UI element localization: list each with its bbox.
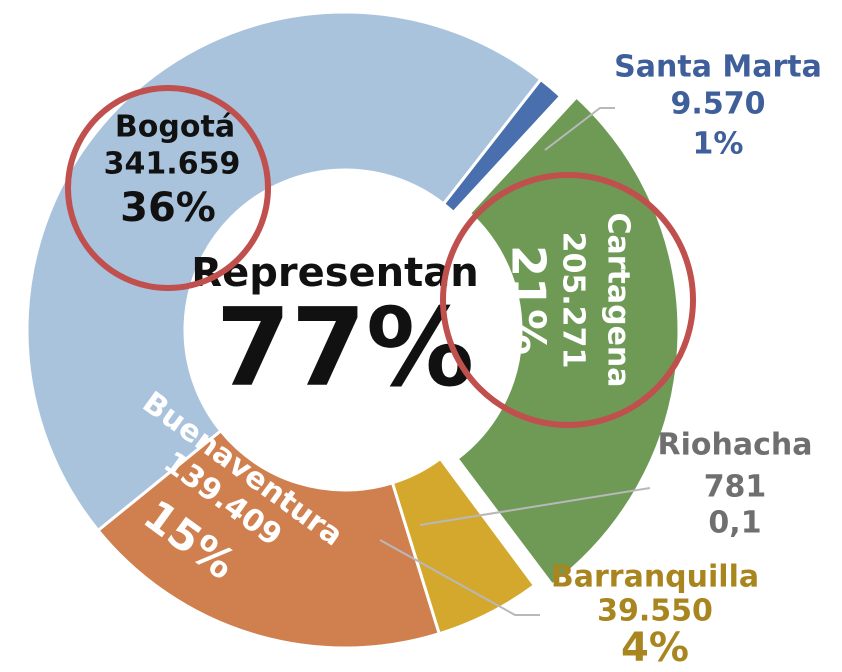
category-label: Barranquilla — [551, 560, 759, 595]
leader-line — [544, 107, 615, 151]
center-value: 77% — [216, 286, 475, 411]
leader-lines — [379, 107, 651, 616]
value-label: 205.271 — [556, 232, 591, 369]
value-label: 781 — [704, 470, 767, 505]
donut-slice — [95, 428, 442, 650]
leader-line — [379, 539, 540, 616]
highlight-circle — [440, 172, 696, 428]
donut-slice — [25, 10, 543, 533]
slices — [25, 10, 681, 650]
category-label: Cartagena — [601, 212, 636, 387]
percent-label: 36% — [120, 185, 216, 231]
percent-label: 4% — [621, 625, 689, 671]
category-label: Riohacha — [658, 428, 813, 463]
percent-label: 0,1 — [708, 506, 761, 541]
value-label: 9.570 — [671, 87, 766, 122]
value-label: 341.659 — [104, 147, 241, 182]
value-label: 39.550 — [597, 594, 713, 629]
leader-line — [419, 487, 651, 526]
category-label: Bogotá — [115, 110, 235, 145]
highlight-circle — [65, 85, 271, 291]
percent-label: 1% — [693, 127, 744, 162]
percent-label: 21% — [502, 245, 556, 355]
donut-slice — [455, 94, 681, 588]
category-label: Santa Marta — [614, 50, 822, 85]
